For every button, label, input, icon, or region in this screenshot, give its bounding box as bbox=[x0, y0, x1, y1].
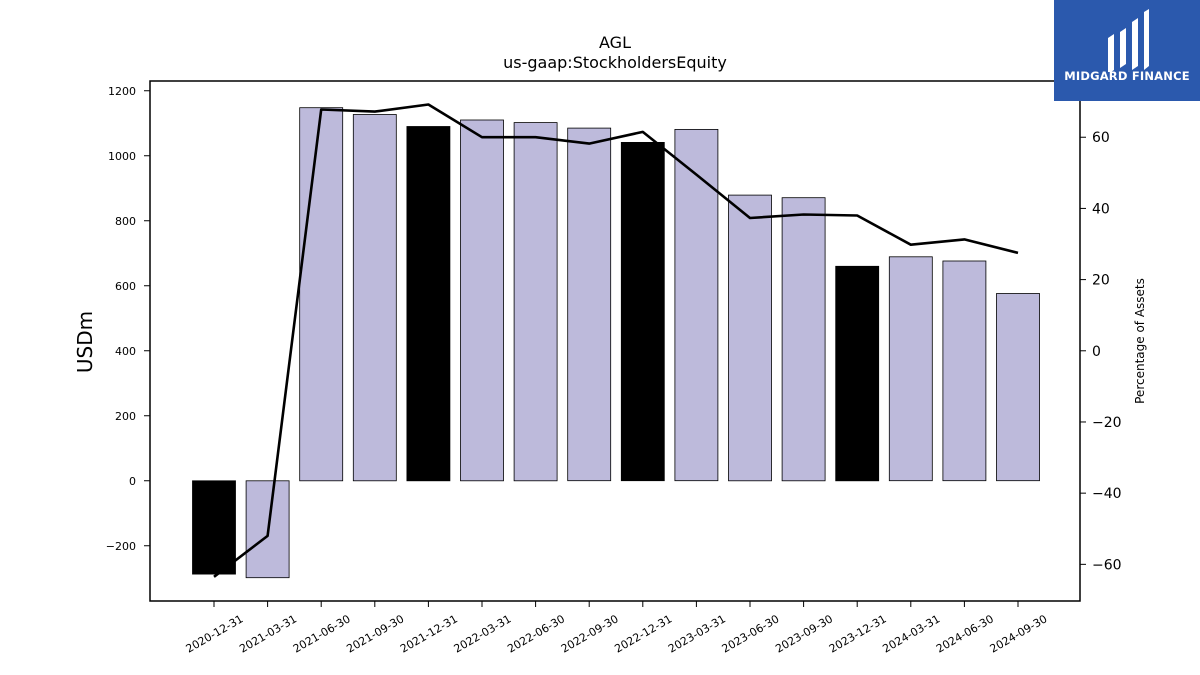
chart-subtitle: us-gaap:StockholdersEquity bbox=[503, 53, 727, 72]
bar-2024-06-30 bbox=[942, 260, 987, 482]
y2-tick-label: 0 bbox=[1092, 344, 1101, 360]
x-tick-label: 2022-09-30 bbox=[559, 612, 621, 655]
bar-2021-12-31 bbox=[406, 126, 451, 482]
y-tick-label: 800 bbox=[115, 215, 136, 228]
bar-2024-03-31 bbox=[888, 256, 933, 482]
bar-2023-09-30 bbox=[781, 197, 826, 482]
y-tick-label: 1200 bbox=[108, 85, 136, 98]
x-tick-label: 2023-03-31 bbox=[666, 612, 728, 655]
x-tick-label: 2021-09-30 bbox=[344, 612, 406, 655]
y-tick-label: 200 bbox=[115, 410, 136, 423]
y2-tick-label: −60 bbox=[1092, 557, 1122, 573]
plot-frame bbox=[149, 80, 1081, 602]
x-tick-label: 2023-09-30 bbox=[773, 612, 835, 655]
y2-tick-label: 40 bbox=[1092, 201, 1110, 217]
bar-2022-12-31 bbox=[620, 141, 665, 482]
x-tick-label: 2023-06-30 bbox=[720, 612, 782, 655]
x-tick-label: 2023-12-31 bbox=[827, 612, 889, 655]
x-tick-label: 2021-06-30 bbox=[291, 612, 353, 655]
bar-2020-12-31 bbox=[192, 480, 236, 575]
bar-2024-09-30 bbox=[996, 293, 1040, 482]
bar-2021-09-30 bbox=[352, 114, 397, 482]
y-axis-label: USDm bbox=[73, 311, 97, 373]
y-tick-label: 0 bbox=[129, 475, 136, 488]
bar-2023-12-31 bbox=[835, 265, 880, 482]
y-tick-label: 1000 bbox=[108, 150, 136, 163]
y2-tick-label: 60 bbox=[1092, 130, 1110, 146]
x-tick-label: 2024-03-31 bbox=[880, 612, 942, 655]
chart-title: AGL bbox=[599, 33, 631, 52]
y-tick-label: 400 bbox=[115, 345, 136, 358]
y-tick-label: 600 bbox=[115, 280, 136, 293]
y2-tick-label: 20 bbox=[1092, 273, 1110, 289]
x-tick-label: 2020-12-31 bbox=[184, 612, 246, 655]
y2-axis-label: Percentage of Assets bbox=[1133, 278, 1147, 404]
bar-2022-09-30 bbox=[567, 127, 612, 482]
x-tick-label: 2021-12-31 bbox=[398, 612, 460, 655]
bar-2022-03-31 bbox=[460, 119, 504, 482]
y-tick-label: −200 bbox=[106, 540, 136, 553]
logo-icon bbox=[1108, 9, 1149, 72]
x-tick-label: 2022-06-30 bbox=[505, 612, 567, 655]
bar-2021-06-30 bbox=[299, 107, 344, 482]
y2-tick-label: −20 bbox=[1092, 415, 1122, 431]
bar-2023-03-31 bbox=[674, 128, 719, 482]
brand-name: MIDGARD FINANCE bbox=[1064, 69, 1190, 83]
x-tick-label: 2022-12-31 bbox=[612, 612, 674, 655]
bar-2023-06-30 bbox=[728, 194, 772, 482]
x-tick-label: 2021-03-31 bbox=[237, 612, 299, 655]
brand-logo: MIDGARD FINANCE bbox=[1054, 0, 1200, 101]
y2-tick-label: −40 bbox=[1092, 486, 1122, 502]
bar-2022-06-30 bbox=[513, 122, 558, 482]
x-tick-label: 2024-06-30 bbox=[934, 612, 996, 655]
x-tick-label: 2024-09-30 bbox=[988, 612, 1050, 655]
x-tick-label: 2022-03-31 bbox=[452, 612, 514, 655]
pct-assets-line bbox=[213, 103, 1019, 578]
